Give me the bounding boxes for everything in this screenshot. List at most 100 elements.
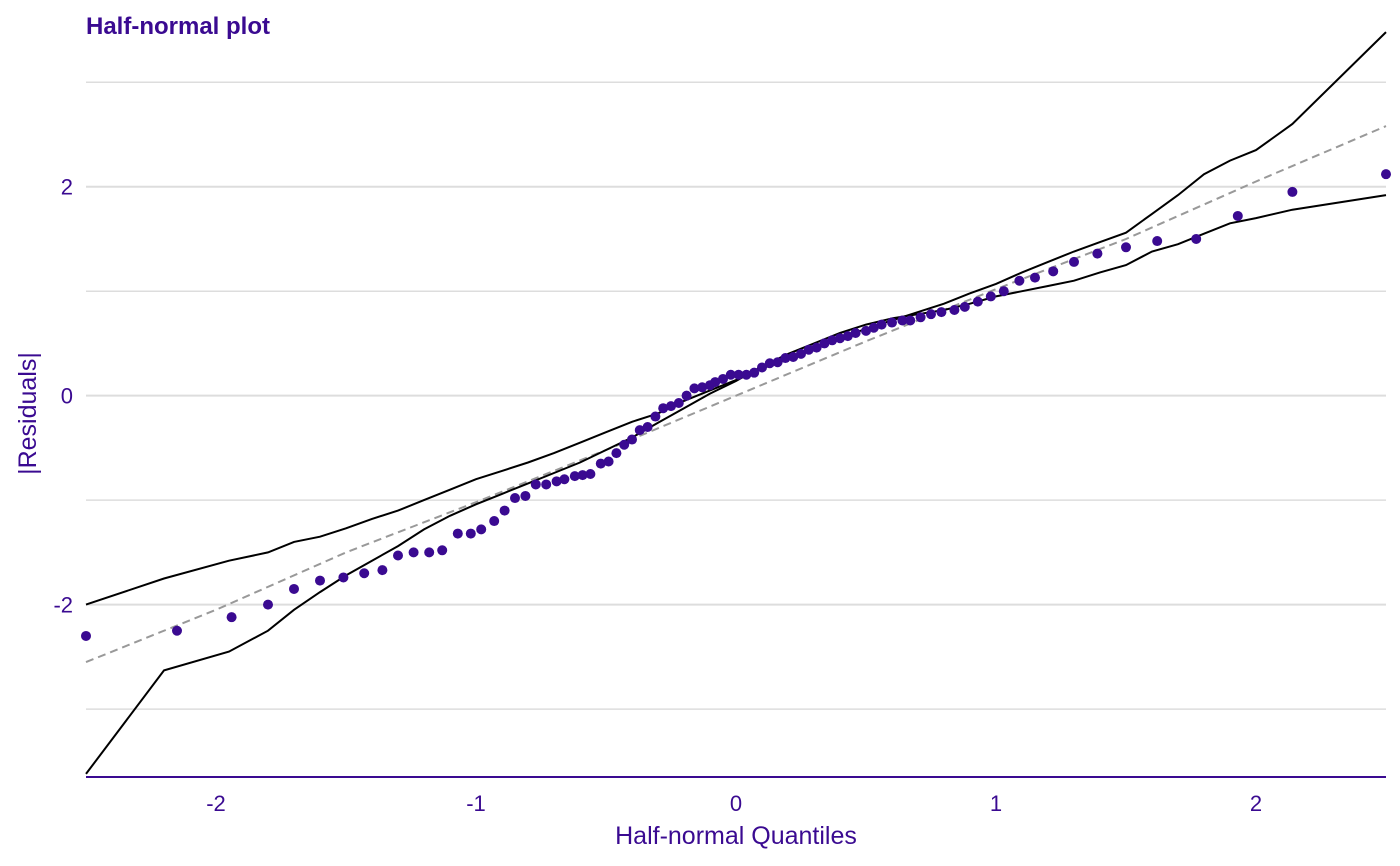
data-point: [741, 369, 752, 380]
x-tick-label: 0: [730, 791, 742, 816]
data-point: [1069, 256, 1079, 267]
data-point: [803, 344, 814, 355]
data-point: [764, 358, 775, 369]
data-point: [595, 458, 606, 469]
y-tick-label: 0: [61, 384, 73, 409]
data-point: [811, 342, 822, 353]
data-point: [887, 317, 897, 328]
data-point: [408, 547, 419, 558]
data-point: [757, 362, 767, 373]
data-point: [424, 547, 435, 558]
y-axis-title: |Residuals|: [14, 352, 42, 475]
data-point: [718, 373, 728, 384]
data-point: [998, 286, 1009, 297]
data-point: [725, 369, 736, 380]
data-point: [226, 612, 237, 623]
data-point: [949, 304, 960, 315]
data-point: [551, 476, 562, 487]
data-point: [788, 352, 799, 363]
data-point: [315, 575, 325, 586]
data-point: [437, 545, 448, 556]
data-point: [1030, 272, 1040, 283]
x-tick-label: -1: [466, 791, 486, 816]
data-point: [772, 357, 783, 368]
data-point: [263, 599, 273, 610]
data-point: [681, 390, 692, 401]
lower-envelope-line: [85, 194, 1387, 775]
data-point: [520, 490, 531, 501]
data-point: [972, 296, 983, 307]
data-point: [868, 322, 879, 333]
data-point: [650, 411, 661, 422]
data-point: [673, 397, 684, 408]
data-point: [876, 319, 887, 330]
data-point: [850, 327, 861, 338]
data-point: [780, 353, 791, 364]
data-point: [619, 439, 630, 450]
data-point: [393, 550, 403, 561]
data-point: [1152, 236, 1163, 247]
data-point: [1381, 169, 1391, 180]
data-point: [905, 315, 916, 326]
data-point: [959, 301, 970, 312]
data-point: [634, 425, 645, 436]
data-point: [1232, 210, 1243, 221]
data-point: [585, 469, 596, 480]
upper-envelope-line: [85, 31, 1387, 606]
data-point: [465, 528, 476, 539]
data-point: [861, 325, 871, 336]
data-point: [749, 367, 760, 378]
data-point: [796, 348, 806, 359]
data-point: [541, 479, 552, 490]
data-point: [559, 474, 570, 485]
data-point: [827, 335, 838, 346]
chart-title: Half-normal plot: [86, 13, 270, 40]
data-point: [499, 505, 510, 516]
data-point: [1092, 248, 1103, 259]
y-tick-label: -2: [53, 593, 73, 618]
data-point: [926, 309, 936, 320]
data-point: [1287, 186, 1298, 197]
data-point: [733, 369, 744, 380]
envelope-lines: [85, 31, 1387, 775]
data-point: [489, 516, 500, 527]
data-point: [452, 528, 463, 539]
data-point: [377, 565, 388, 576]
data-point: [476, 524, 487, 535]
data-point: [577, 470, 588, 481]
data-point: [510, 493, 520, 504]
data-point: [819, 338, 830, 349]
data-point: [658, 403, 669, 414]
data-point: [359, 568, 370, 579]
y-tick-label: 2: [61, 175, 73, 200]
data-point: [1191, 233, 1202, 244]
data-point: [936, 307, 947, 318]
x-axis-title: Half-normal Quantiles: [615, 822, 857, 850]
data-point: [603, 456, 614, 467]
data-point: [666, 401, 676, 412]
data-point: [689, 383, 700, 394]
x-tick-label: -2: [206, 791, 226, 816]
data-point: [897, 315, 908, 326]
x-tick-label: 1: [990, 791, 1002, 816]
x-tick-label: 2: [1250, 791, 1262, 816]
residual-points: [81, 169, 1391, 641]
data-point: [81, 630, 91, 641]
data-point: [642, 422, 653, 433]
data-point: [985, 291, 996, 302]
data-point: [915, 312, 926, 323]
data-point: [842, 331, 853, 342]
reference-line: [85, 125, 1387, 664]
data-point: [710, 377, 721, 388]
data-point: [530, 479, 541, 490]
axes: -2 -1 0 1 2 -2 0 2: [53, 175, 1386, 816]
data-point: [1121, 242, 1131, 253]
data-point: [172, 625, 182, 636]
data-point: [569, 471, 580, 482]
data-point: [338, 572, 349, 583]
data-point: [1014, 275, 1025, 286]
data-point: [289, 583, 299, 594]
data-point: [627, 434, 637, 445]
data-point: [1048, 266, 1059, 277]
